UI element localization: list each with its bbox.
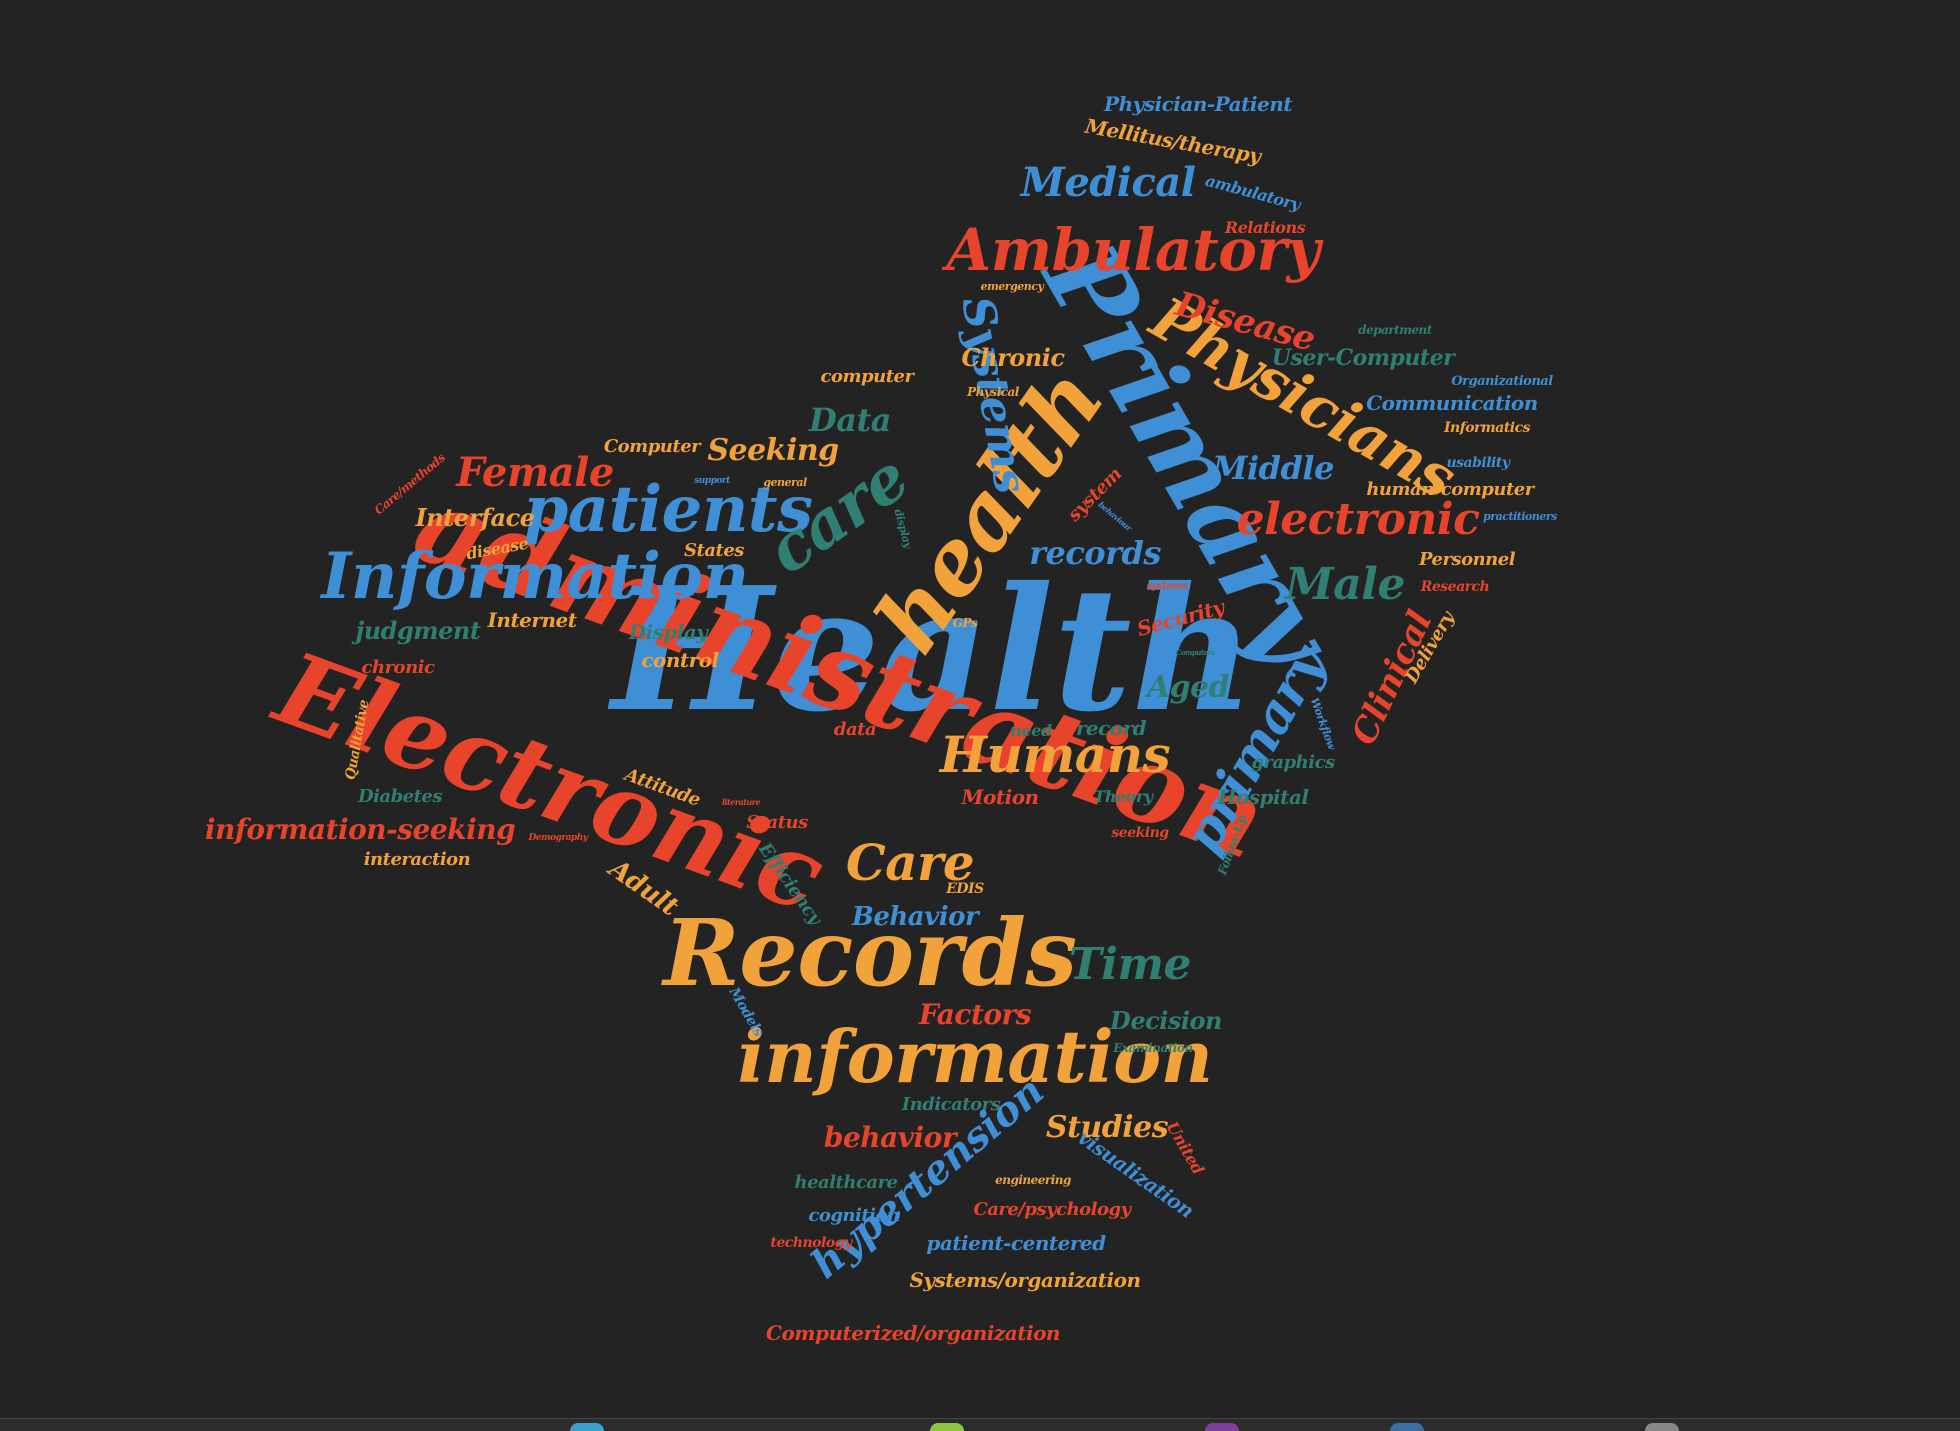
word-studies: Studies bbox=[1045, 1110, 1169, 1145]
taskbar bbox=[0, 1418, 1960, 1431]
folder-icon[interactable] bbox=[1645, 1423, 1679, 1431]
word-patient-centered: patient-centered bbox=[926, 1231, 1106, 1255]
word-display-lower: display bbox=[891, 507, 915, 549]
word-personnel: Personnel bbox=[1418, 549, 1516, 570]
word-computer-lower: computer bbox=[820, 366, 914, 387]
word-cognition: cognition bbox=[808, 1205, 900, 1226]
word-seeking: Seeking bbox=[707, 433, 839, 468]
word-united: United bbox=[1162, 1118, 1209, 1178]
chat-icon[interactable] bbox=[930, 1423, 964, 1431]
word-internet: Internet bbox=[487, 608, 577, 632]
word-human-computer: human-computer bbox=[1366, 479, 1534, 500]
word-informatics: Informatics bbox=[1443, 420, 1531, 436]
word-demography: Demography bbox=[528, 832, 589, 843]
word-user-computer: User-Computer bbox=[1271, 345, 1455, 371]
word-information-lower: information bbox=[737, 1014, 1213, 1099]
word-support: support bbox=[694, 475, 730, 486]
word-seeking-lower: seeking bbox=[1111, 825, 1169, 841]
word-record: record bbox=[1075, 716, 1147, 740]
word-usability: usability bbox=[1446, 455, 1510, 471]
word-display: Display bbox=[628, 620, 708, 644]
word-computers: Computers bbox=[1175, 647, 1215, 657]
word-examination: Examination bbox=[1113, 1041, 1193, 1055]
word-records-lower: records bbox=[1029, 534, 1161, 572]
word-electronic-lower: electronic bbox=[1236, 494, 1480, 545]
word-practitioners: practitioners bbox=[1483, 509, 1557, 523]
word-information: Information bbox=[321, 539, 749, 614]
word-computer: Computer bbox=[603, 436, 701, 457]
word-decision: Decision bbox=[1110, 1006, 1222, 1035]
word-literature: literature bbox=[721, 797, 761, 807]
word-data: Data bbox=[809, 401, 892, 439]
word-control: control bbox=[641, 648, 719, 672]
word-behavior-lower: behavior bbox=[823, 1121, 957, 1154]
word-medical: Medical bbox=[1020, 159, 1196, 206]
word-department: department bbox=[1358, 323, 1432, 337]
word-organizational: Organizational bbox=[1451, 373, 1553, 389]
word-behavior: Behavior bbox=[851, 902, 979, 932]
word-data-lower: data bbox=[833, 719, 877, 740]
word-middle: Middle bbox=[1212, 449, 1334, 487]
word-engineering: engineering bbox=[995, 1173, 1071, 1187]
media-icon[interactable] bbox=[1205, 1423, 1239, 1431]
word-edis: EDIS bbox=[946, 881, 984, 897]
word-computerized-organization: Computerized/organization bbox=[766, 1321, 1060, 1345]
word-ambulatory-lower: ambulatory bbox=[1203, 170, 1303, 215]
word-systems-organization: Systems/organization bbox=[909, 1268, 1141, 1292]
word-care-psychology: Care/psychology bbox=[973, 1199, 1131, 1220]
word-time: Time bbox=[1068, 939, 1192, 990]
word-factors: Factors bbox=[918, 998, 1032, 1031]
word-behaviour: behaviour bbox=[1096, 499, 1134, 533]
word-chronic-lower: chronic bbox=[361, 657, 435, 678]
word-systems-lower: systems bbox=[1146, 581, 1188, 592]
word-aged: Aged bbox=[1146, 670, 1230, 705]
word-emergency: emergency bbox=[980, 279, 1044, 293]
word-humans: Humans bbox=[939, 725, 1171, 784]
word-interaction: interaction bbox=[363, 849, 471, 870]
browser-icon[interactable] bbox=[570, 1423, 604, 1431]
word-graphics: graphics bbox=[1251, 752, 1335, 773]
word-motion: Motion bbox=[961, 785, 1039, 809]
files-icon[interactable] bbox=[1390, 1423, 1424, 1431]
word-diabetes: Diabetes bbox=[357, 786, 443, 807]
word-female: Female bbox=[456, 449, 614, 496]
word-theory: Theory bbox=[1093, 787, 1153, 806]
word-health: Health bbox=[611, 550, 1255, 750]
word-records: Records bbox=[663, 899, 1077, 1007]
word-states: States bbox=[684, 540, 744, 561]
word-indicators: Indicators bbox=[901, 1094, 1001, 1115]
word-healthcare: healthcare bbox=[794, 1172, 899, 1193]
word-technology: technology bbox=[770, 1235, 852, 1251]
word-workflow: Workflow bbox=[1307, 695, 1339, 751]
word-interface: Interface bbox=[415, 503, 535, 532]
word-general: general bbox=[763, 475, 807, 489]
word-male: Male bbox=[1285, 559, 1405, 610]
word-chronic: Chronic bbox=[961, 343, 1065, 372]
word-communication: Communication bbox=[1366, 391, 1538, 415]
word-judgment: judgment bbox=[355, 616, 481, 645]
word-physical: Physical bbox=[967, 385, 1019, 399]
word-information-seeking: information-seeking bbox=[204, 813, 516, 846]
word-need: need bbox=[1010, 721, 1052, 740]
word-care: Care bbox=[845, 833, 975, 892]
word-physician-patient: Physician-Patient bbox=[1104, 92, 1292, 116]
word-research: Research bbox=[1420, 579, 1490, 595]
word-status: Status bbox=[746, 812, 808, 833]
word-relations: Relations bbox=[1224, 218, 1306, 237]
word-gps: GPs bbox=[952, 616, 978, 630]
word-patients: patients bbox=[523, 472, 813, 547]
word-ambulatory: Ambulatory bbox=[946, 216, 1320, 284]
word-hospital: Hospital bbox=[1217, 785, 1309, 809]
